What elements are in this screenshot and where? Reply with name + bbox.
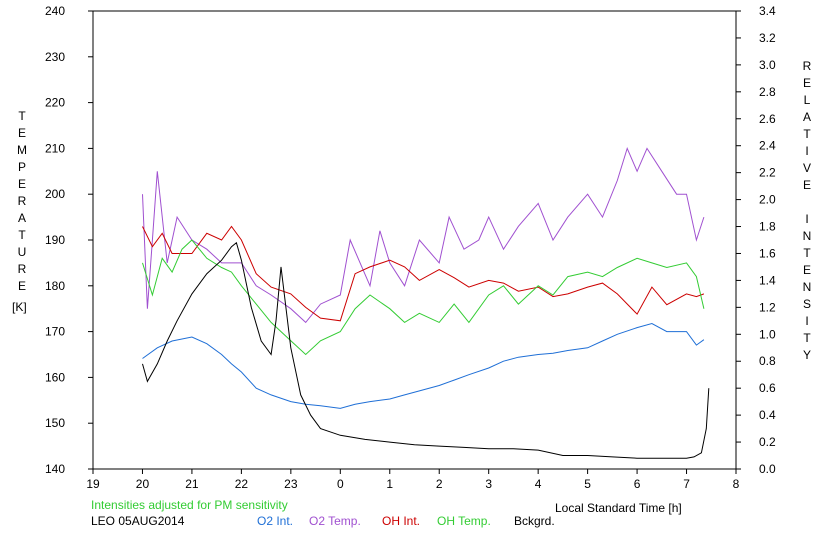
y-right-tick-label: 2.6 (759, 112, 776, 126)
legend-entry: O2 Temp. (309, 514, 361, 528)
right-axis-label-letter: S (802, 297, 811, 311)
left-axis-label-letter: T (18, 109, 26, 123)
right-axis-label-letter: I (805, 314, 809, 328)
right-axis-label-letter: L (803, 93, 811, 107)
y-right-tick-label: 1.4 (759, 273, 776, 287)
series-line-oh-temp (142, 239, 705, 356)
x-tick-label: 8 (733, 477, 740, 491)
y-right-tick-label: 2.8 (759, 85, 776, 99)
x-tick-label: 19 (86, 477, 100, 491)
y-left-tick-label: 190 (45, 233, 65, 247)
y-left-tick-label: 210 (45, 141, 65, 155)
legend-entry: OH Int. (382, 514, 421, 528)
y-left-tick-label: 150 (45, 416, 65, 430)
y-right-tick-label: 3.2 (759, 31, 776, 45)
right-axis-label-letter: N (802, 280, 812, 294)
x-tick-label: 3 (485, 477, 492, 491)
right-axis-label-letter: N (802, 229, 812, 243)
y-right-tick-label: 2.0 (759, 193, 776, 207)
left-axis-label-letter: U (17, 245, 27, 259)
y-right-tick-label: 0.4 (759, 408, 776, 422)
right-axis-label-letter: T (803, 127, 811, 141)
x-axis: 19 20 21 22 23 0 1 2 3 4 5 6 7 8 (86, 469, 740, 491)
left-axis-label-letter: P (17, 160, 26, 174)
y-right-tick-label: 2.4 (759, 139, 776, 153)
left-y-axis: 140 150 160 170 180 190 200 210 220 230 240 (45, 4, 93, 476)
y-right-tick-label: 0.6 (759, 381, 776, 395)
x-tick-label: 1 (386, 477, 393, 491)
series-lines (142, 146, 710, 459)
x-tick-label: 2 (436, 477, 443, 491)
x-tick-label: 22 (235, 477, 249, 491)
right-axis-label-letter: T (803, 246, 811, 260)
y-left-tick-label: 220 (45, 96, 65, 110)
left-axis-unit: [K] (12, 300, 27, 314)
y-left-tick-label: 140 (45, 462, 65, 476)
station-label: LEO 05AUG2014 (91, 514, 185, 528)
y-left-tick-label: 170 (45, 325, 65, 339)
y-right-tick-label: 1.2 (759, 300, 776, 314)
left-axis-label-letter: R (17, 194, 27, 208)
right-axis-label-letter: Y (802, 348, 811, 362)
left-axis-label-letter: M (17, 143, 27, 157)
series-line-oh-int (142, 225, 705, 322)
y-left-tick-label: 180 (45, 279, 65, 293)
y-left-tick-label: 160 (45, 370, 65, 384)
y-right-tick-label: 1.8 (759, 220, 776, 234)
plot-frame (92, 10, 737, 470)
left-axis-label-letter: E (17, 126, 26, 140)
legend-entry: Bckgrd. (514, 514, 555, 528)
right-axis-label-letter: E (802, 263, 811, 277)
right-axis-label-letter: R (802, 59, 812, 73)
right-axis-label-letter: V (802, 161, 811, 175)
right-axis-label-letter: T (803, 331, 811, 345)
right-axis-label-letter: E (802, 76, 811, 90)
y-left-tick-label: 240 (45, 4, 65, 18)
left-axis-label-letter: E (17, 279, 26, 293)
x-tick-label: 6 (634, 477, 641, 491)
x-tick-label: 0 (337, 477, 344, 491)
y-left-tick-label: 230 (45, 50, 65, 64)
y-right-tick-label: 3.4 (759, 4, 776, 18)
right-y-axis: 0.0 0.2 0.4 0.6 0.8 1.0 1.2 1.4 1.6 1.8 2.0 2.2 2.4 2… (736, 4, 776, 476)
series-line-o2-int (142, 322, 705, 409)
legend-entry: O2 Int. (257, 514, 294, 528)
y-right-tick-label: 0.0 (759, 462, 776, 476)
left-axis-label-letter: T (18, 228, 26, 242)
y-left-tick-label: 200 (45, 187, 65, 201)
x-axis-label: Local Standard Time [h] (555, 501, 682, 515)
x-tick-label: 4 (535, 477, 542, 491)
left-axis-label-letter: R (17, 262, 27, 276)
y-right-tick-label: 1.0 (759, 327, 776, 341)
series-line-o2-temp (142, 146, 705, 324)
x-tick-label: 5 (584, 477, 591, 491)
right-axis-label-letter: A (802, 110, 811, 124)
right-axis-label-letter: E (802, 178, 811, 192)
sensitivity-annotation: Intensities adjusted for PM sensitivity (91, 498, 288, 512)
right-axis-label-letter: I (805, 144, 809, 158)
x-tick-label: 23 (284, 477, 298, 491)
right-axis-label-letter (800, 194, 814, 211)
x-tick-label: 20 (136, 477, 150, 491)
left-axis-label-letter: A (17, 211, 26, 225)
y-right-tick-label: 0.2 (759, 435, 776, 449)
right-axis-label-letter: I (805, 212, 809, 226)
y-right-tick-label: 2.2 (759, 166, 776, 180)
y-right-tick-label: 3.0 (759, 58, 776, 72)
left-axis-label-letter: E (17, 177, 26, 191)
x-tick-label: 7 (683, 477, 690, 491)
series-line-bckgrd (142, 241, 710, 459)
x-tick-label: 21 (185, 477, 199, 491)
y-right-tick-label: 0.8 (759, 354, 776, 368)
y-right-tick-label: 1.6 (759, 246, 776, 260)
legend-entry: OH Temp. (437, 514, 491, 528)
